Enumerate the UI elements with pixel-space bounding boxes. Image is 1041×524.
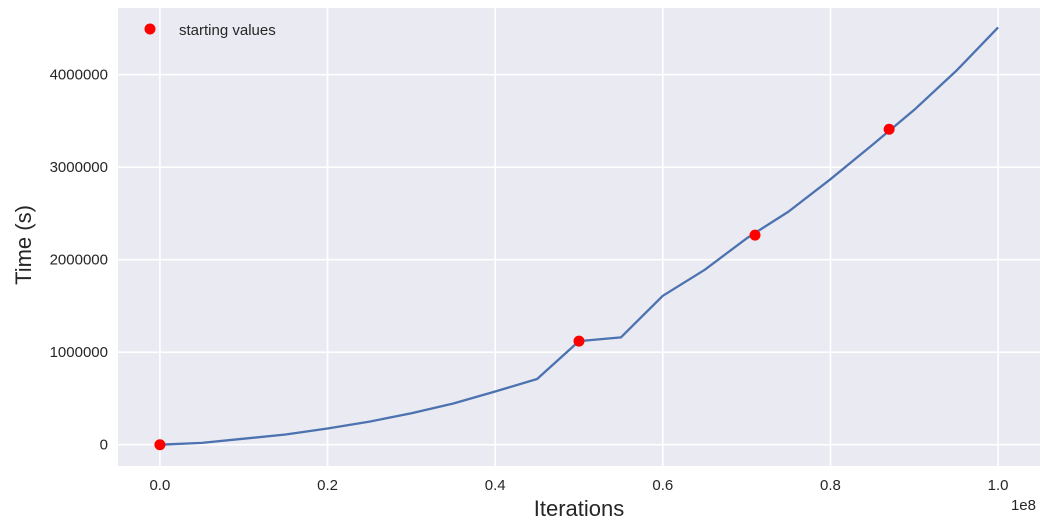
x-axis-label: Iterations bbox=[534, 496, 625, 519]
scatter-point bbox=[883, 123, 895, 135]
tick-labels: 0.0 0.2 0.4 0.6 0.8 1.0 0 1000000 2000000 3000000… bbox=[50, 67, 1009, 494]
x-tick-label: 0.2 bbox=[317, 477, 338, 494]
y-tick-label: 1000000 bbox=[50, 344, 108, 361]
legend: starting values bbox=[144, 22, 276, 39]
y-tick-label: 4000000 bbox=[50, 67, 108, 84]
y-tick-label: 0 bbox=[100, 437, 108, 454]
x-offset-label: 1e8 bbox=[1011, 497, 1036, 514]
x-tick-label: 0.8 bbox=[820, 477, 841, 494]
scatter-point bbox=[573, 335, 585, 347]
x-tick-label: 0.6 bbox=[652, 477, 673, 494]
plot-area bbox=[118, 8, 1040, 466]
series-layer bbox=[154, 26, 999, 451]
grid bbox=[118, 8, 1040, 466]
x-tick-label: 0.4 bbox=[485, 477, 506, 494]
scatter-point bbox=[749, 229, 761, 241]
x-tick-label: 0.0 bbox=[149, 477, 170, 494]
y-tick-label: 3000000 bbox=[50, 159, 108, 176]
legend-marker bbox=[144, 23, 156, 35]
y-axis-label: Time (s) bbox=[11, 205, 36, 285]
scatter-point bbox=[154, 439, 166, 451]
x-tick-label: 1.0 bbox=[988, 477, 1009, 494]
legend-label: starting values bbox=[179, 22, 276, 39]
y-tick-label: 2000000 bbox=[50, 252, 108, 269]
